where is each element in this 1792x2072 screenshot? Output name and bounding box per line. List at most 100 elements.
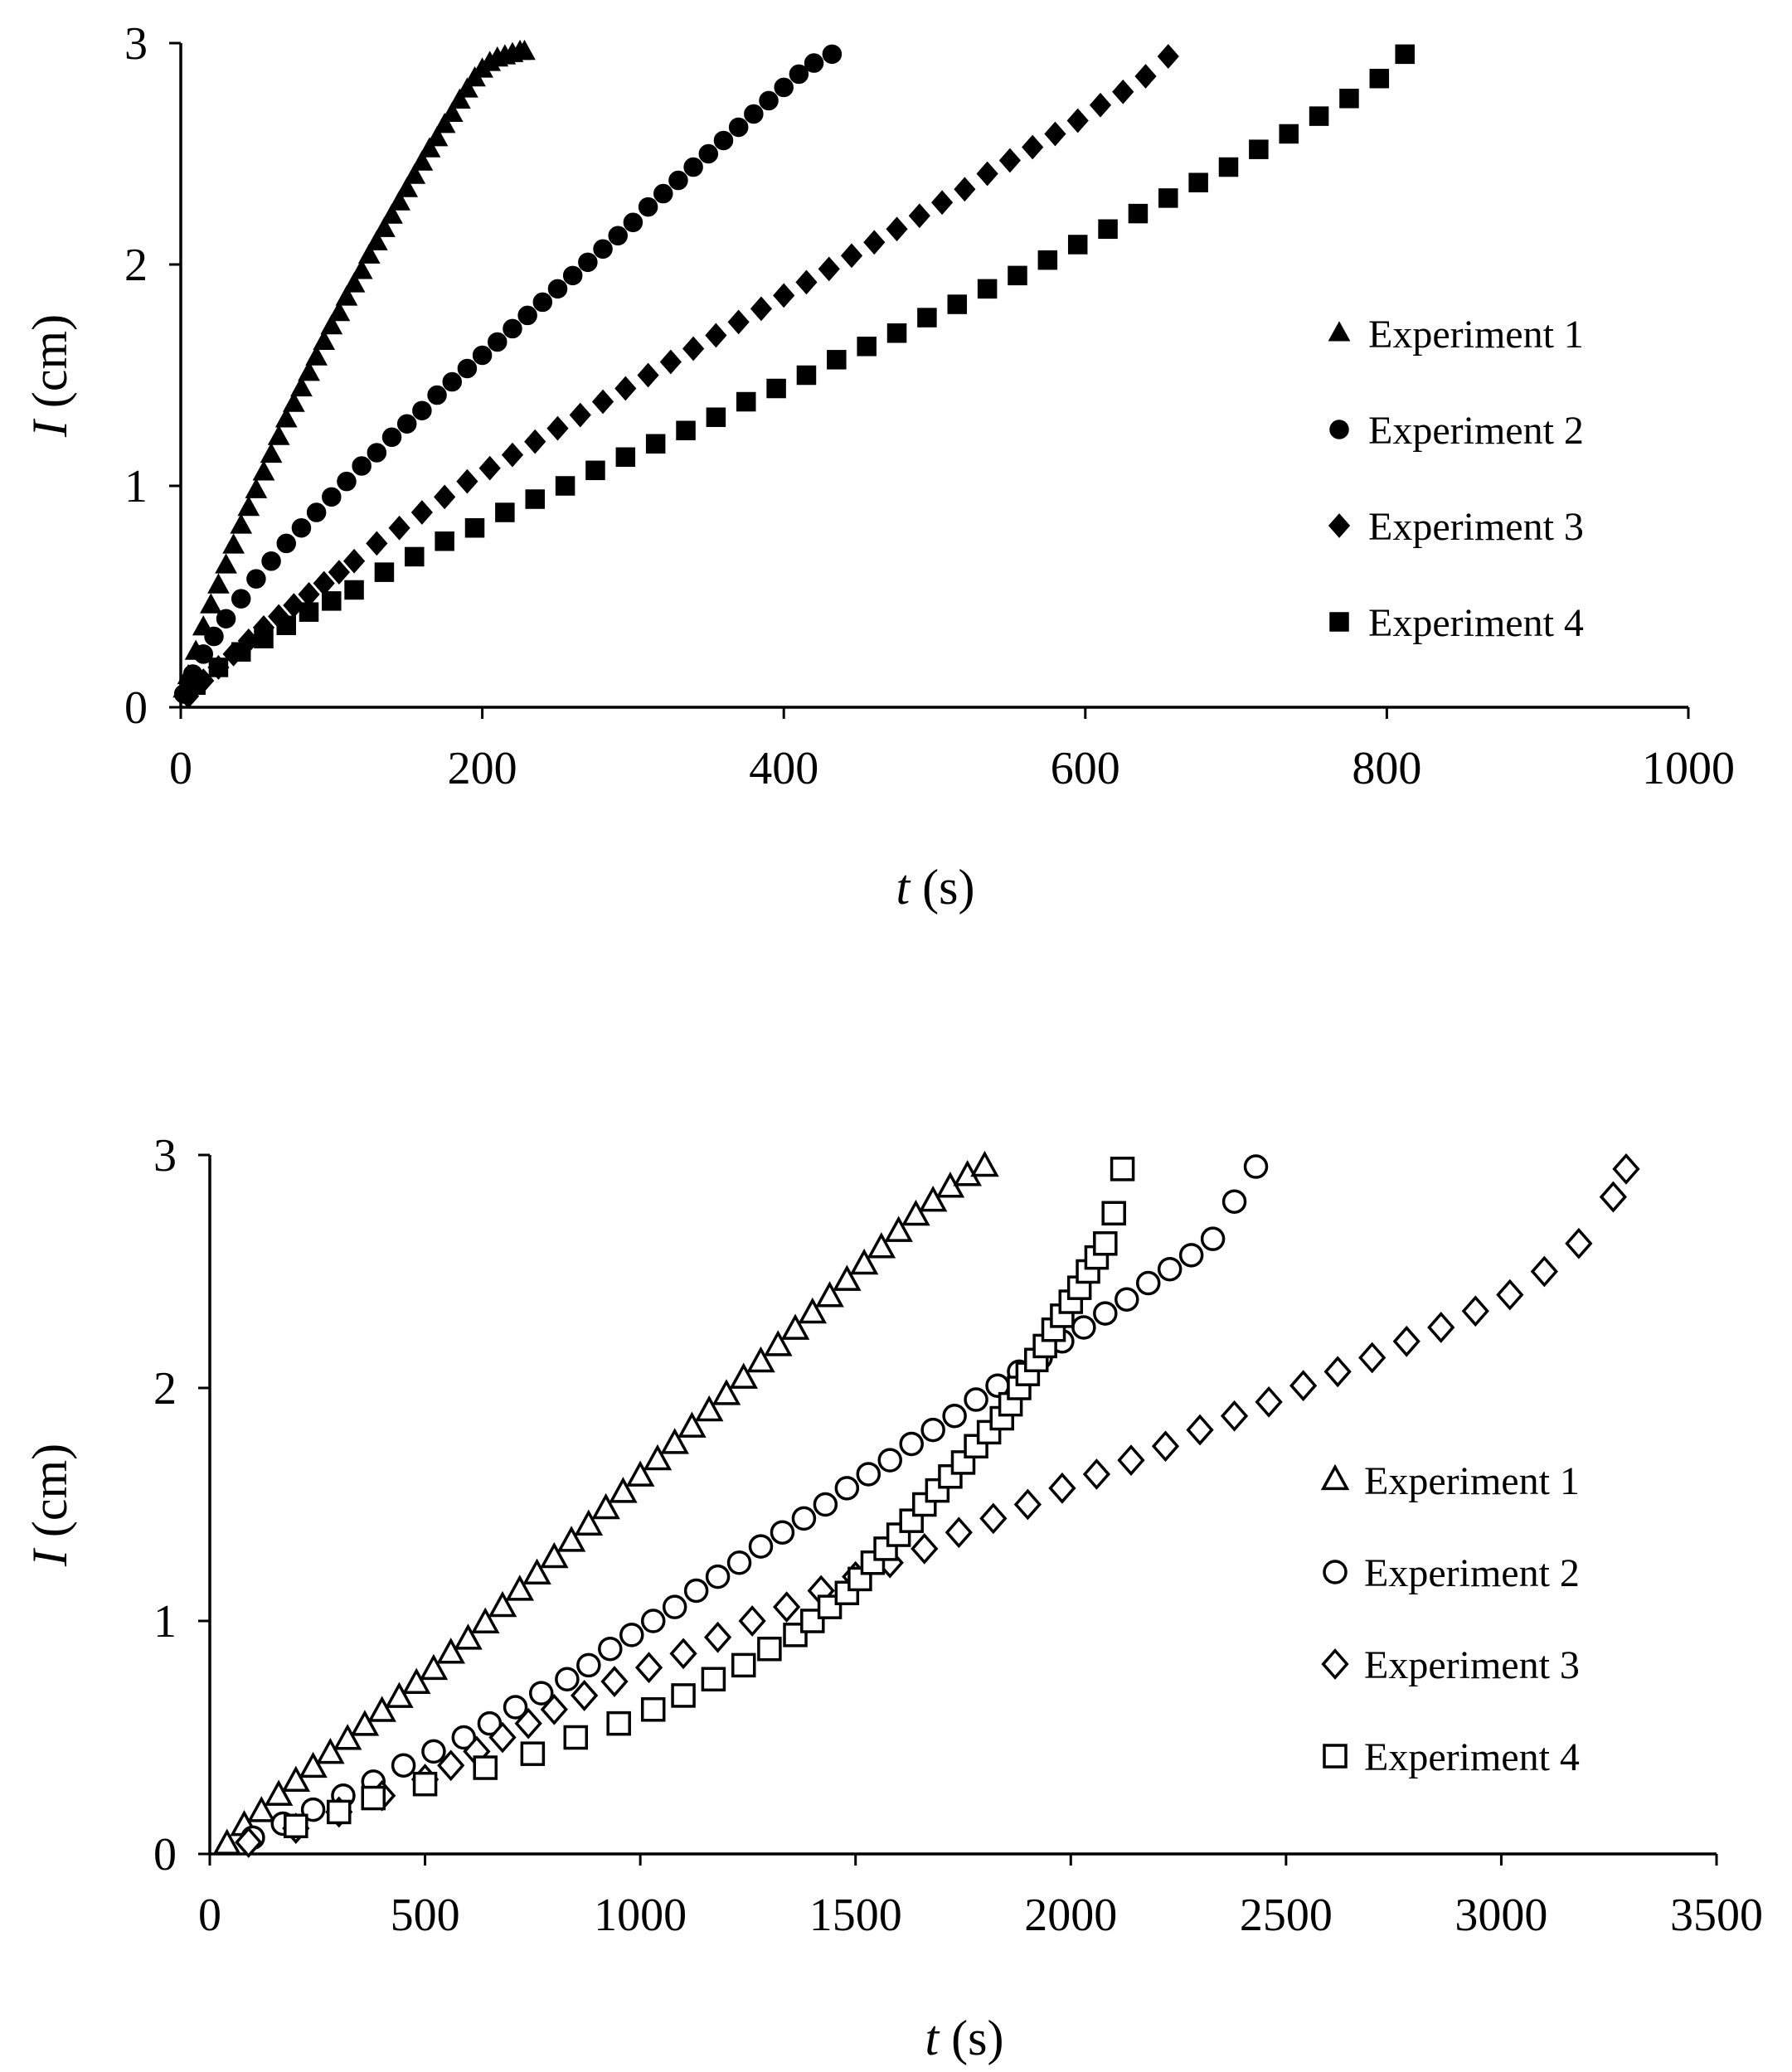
data-point — [625, 1460, 655, 1487]
data-point — [396, 414, 417, 434]
x-tick-label: 2500 — [1240, 1890, 1333, 1941]
data-point — [591, 389, 614, 415]
data-point — [1115, 1287, 1139, 1312]
data-point — [478, 455, 501, 481]
data-point — [517, 305, 537, 326]
data-point — [1565, 1227, 1593, 1259]
data-point — [305, 345, 328, 366]
legend-label: Experiment 3 — [1364, 1643, 1580, 1687]
data-point — [1339, 89, 1359, 109]
chart-panel-top: 0 1 2 3 0 200 400 600 800 1000 t (s) I (… — [22, 18, 1735, 915]
axis-ticks — [198, 1153, 1718, 1866]
data-point — [614, 376, 637, 401]
data-point — [328, 300, 351, 322]
data-point — [979, 1502, 1008, 1535]
data-points — [172, 39, 1415, 709]
data-point — [433, 113, 456, 133]
x-tick-labels: 0 500 1000 1500 2000 2500 3000 3500 — [198, 1890, 1763, 1941]
data-point — [694, 1395, 724, 1422]
data-point — [947, 294, 968, 314]
data-point — [1220, 1400, 1249, 1432]
data-point — [261, 551, 281, 571]
data-point — [328, 560, 350, 585]
data-point — [350, 1710, 380, 1736]
data-point — [1157, 1256, 1183, 1282]
data-point — [849, 1248, 879, 1275]
series-1-points — [212, 1150, 999, 1855]
x-axis-unit: (s) — [951, 2011, 1003, 2065]
data-point — [464, 517, 485, 538]
data-point — [1067, 235, 1088, 255]
data-point — [1098, 219, 1118, 240]
data-point — [877, 1448, 902, 1473]
triangle-marker-icon — [1328, 321, 1351, 342]
x-axis-variable: t — [925, 2011, 940, 2065]
data-point — [1461, 1295, 1489, 1327]
data-point — [260, 442, 283, 463]
data-point — [1249, 139, 1269, 159]
data-point — [1022, 134, 1044, 160]
data-point — [917, 308, 937, 328]
data-point — [683, 1578, 709, 1604]
data-point — [840, 243, 863, 269]
legend-label: Experiment 2 — [1368, 409, 1584, 453]
data-point — [998, 148, 1021, 173]
data-point — [342, 272, 366, 293]
data-point — [668, 170, 688, 191]
data-point — [326, 1799, 352, 1825]
data-point — [659, 349, 682, 375]
data-point — [796, 365, 817, 386]
data-point — [867, 1232, 896, 1259]
data-point — [970, 1150, 999, 1177]
y-tick-label: 3 — [124, 18, 148, 70]
data-point — [199, 593, 222, 614]
data-point — [322, 591, 342, 611]
data-point — [298, 361, 320, 381]
data-point — [562, 265, 583, 286]
data-point — [207, 573, 230, 594]
data-point — [606, 1710, 631, 1736]
data-point — [598, 1636, 623, 1662]
y-axis-title: I (cm) — [22, 1444, 77, 1567]
data-point — [682, 336, 705, 362]
data-point — [344, 580, 364, 600]
data-point — [770, 1520, 795, 1545]
data-point — [231, 642, 251, 662]
data-point — [729, 1362, 758, 1389]
data-point — [342, 548, 366, 574]
data-point — [555, 1667, 580, 1691]
data-point — [908, 203, 930, 229]
data-point — [676, 420, 696, 440]
data-point — [1188, 172, 1208, 192]
data-point — [276, 533, 297, 554]
triangle-marker-icon — [1320, 1463, 1350, 1491]
data-point — [385, 1681, 414, 1708]
data-point — [645, 434, 666, 454]
data-point — [193, 644, 214, 664]
data-point — [1530, 1255, 1558, 1288]
data-point — [1221, 1189, 1247, 1214]
data-point — [454, 1623, 483, 1650]
data-point — [1178, 1243, 1204, 1268]
data-point — [748, 1534, 774, 1559]
data-point — [813, 1492, 838, 1517]
data-point — [313, 329, 336, 350]
data-point — [773, 1591, 801, 1623]
y-tick-label: 1 — [124, 461, 148, 512]
data-point — [451, 1725, 477, 1750]
data-point — [1037, 250, 1058, 270]
x-tick-label: 1000 — [1642, 743, 1735, 794]
data-point — [254, 628, 274, 648]
legend-label: Experiment 1 — [1364, 1459, 1580, 1503]
data-point — [1395, 44, 1415, 65]
data-point — [1612, 1152, 1640, 1185]
data-point — [425, 126, 449, 147]
data-point — [513, 39, 536, 61]
x-tick-labels: 0 200 400 600 800 1000 — [169, 743, 1735, 794]
data-point — [640, 1697, 666, 1722]
data-point — [282, 391, 305, 412]
data-point — [1392, 1325, 1420, 1357]
data-point — [520, 1741, 546, 1766]
legend-label: Experiment 4 — [1368, 601, 1584, 645]
data-point — [274, 407, 298, 428]
